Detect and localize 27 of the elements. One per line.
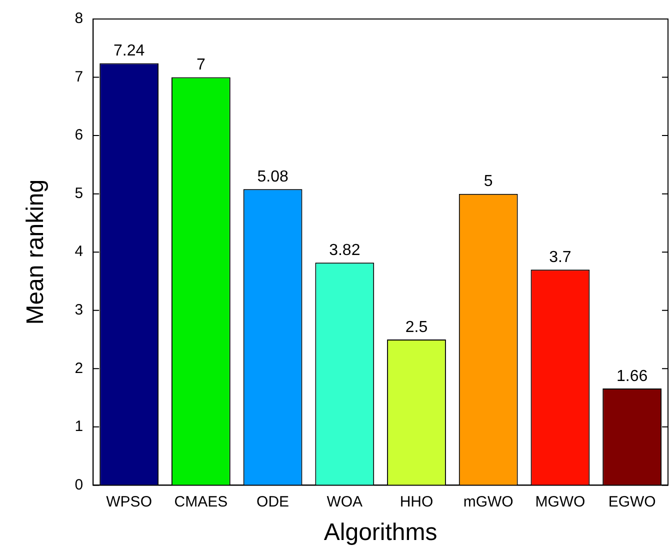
x-tick-label: EGWO [608, 493, 656, 510]
data-label: 2.5 [405, 318, 428, 336]
data-label: 5 [484, 173, 493, 190]
data-label: 5.08 [257, 168, 288, 186]
data-label: 7 [196, 56, 206, 74]
y-tick-label: 4 [74, 243, 84, 260]
x-tick-label: WOA [326, 493, 363, 510]
data-label: 3.82 [329, 242, 360, 259]
x-tick-label: ODE [256, 493, 290, 510]
x-tick-label: MGWO [535, 493, 586, 510]
y-tick-label: 6 [74, 126, 84, 144]
x-tick-label: CMAES [174, 493, 228, 510]
x-tick-label: WPSO [106, 493, 152, 510]
y-tick-label: 2 [74, 360, 84, 377]
data-label: 3.7 [549, 248, 572, 266]
x-tick-label: HHO [400, 493, 434, 510]
y-tick-label: 7 [74, 68, 84, 86]
x-tick-label: mGWO [463, 493, 514, 510]
y-axis-title: Mean ranking [22, 179, 50, 325]
y-tick-label: 8 [74, 10, 84, 28]
y-tick-label: 0 [74, 476, 84, 494]
y-tick-label: 5 [74, 184, 84, 202]
data-label: 7.24 [114, 42, 145, 60]
data-label: 1.66 [616, 368, 648, 385]
y-tick-label: 3 [74, 302, 84, 319]
x-axis-title: Algorithms [324, 519, 438, 546]
y-tick-label: 1 [74, 418, 84, 436]
